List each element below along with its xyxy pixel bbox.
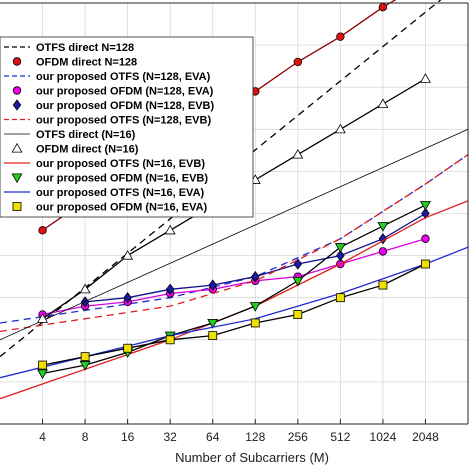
data-point [378,247,388,256]
legend-label: our proposed OFDM (N=16, EVB) [36,173,208,185]
legend-entry: our proposed OTFS (N=128, EVA) [4,71,211,83]
data-point [123,292,132,304]
data-point [421,234,430,243]
data-point [421,207,430,220]
axes: 4 8 16 32 64 128 256 512 1024 2048 [0,2,469,444]
data-point [334,123,346,134]
data-point [249,302,261,312]
legend-entry: OFDM direct (N=16) [11,142,139,156]
series-11 [0,246,469,379]
data-point [122,249,134,260]
legend-label: OTFS direct (N=16) [36,129,136,141]
data-point [164,224,176,235]
data-point [292,276,304,287]
data-point [79,361,91,371]
x-tick-label: 512 [330,430,350,444]
legend-marker [12,99,22,111]
legend-marker [12,202,22,211]
legend-label: OTFS direct N=128 [36,42,134,54]
x-tick-label: 1024 [370,430,397,444]
data-point [208,279,217,291]
data-point [207,318,219,329]
data-point [378,3,388,12]
legend-marker [12,57,22,66]
legend-label: our proposed OTFS (N=16, EVA) [36,187,205,199]
data-point [165,335,175,345]
legend-label: our proposed OFDM (N=128, EVB) [36,100,214,112]
x-tick-label: 128 [245,430,265,444]
data-point [251,270,260,283]
x-tick-label: 64 [206,430,220,444]
legend-entry: OTFS direct N=128 [4,42,134,54]
legend-label: OFDM direct (N=16) [36,144,139,156]
data-point [336,32,345,41]
legend-entry: our proposed OFDM (N=16, EVB) [11,173,208,185]
legend-label: our proposed OFDM (N=128, EVA) [36,86,214,98]
data-point [293,57,303,67]
data-point [377,222,389,232]
data-point [79,283,91,294]
series-line [0,128,469,341]
series-line [42,263,426,366]
legend-label: our proposed OFDM (N=16, EVA) [36,202,208,214]
series-12 [38,259,430,370]
data-point [378,280,388,290]
legend-entry: OFDM direct N=128 [12,57,137,69]
data-point [37,313,49,323]
data-point [421,259,430,269]
data-point [419,73,431,83]
data-point [334,243,346,253]
x-axis-label: Number of Subcarriers (M) [175,450,329,465]
data-point [250,318,260,328]
data-point [293,310,303,319]
data-point [293,258,303,270]
x-tick-label: 2048 [412,430,439,444]
legend-box [0,36,254,218]
series-line [0,154,469,324]
data-point [336,249,345,262]
x-tick-label: 16 [121,430,135,444]
legend-label: our proposed OTFS (N=128, EVB) [36,115,211,127]
data-point [165,283,175,295]
data-point [208,331,218,340]
legend-entry: our proposed OFDM (N=128, EVA) [12,86,214,98]
legend-marker [11,173,23,184]
data-point [292,148,304,159]
legend-entry: OTFS direct (N=16) [4,129,136,141]
data-point [80,352,90,362]
data-point [419,201,431,211]
x-tick-label: 256 [288,430,308,444]
data-point [38,226,47,235]
x-tick-label: 4 [39,430,46,444]
legend-entry: our proposed OFDM (N=16, EVA) [12,202,208,214]
data-point [38,360,47,370]
legend-entry: our proposed OTFS (N=128, EVB) [4,115,211,127]
legend-label: OFDM direct N=128 [36,57,137,69]
data-point [377,98,389,109]
legend: OTFS direct N=128 OFDM direct N=128 our pr… [0,36,254,218]
series-7 [0,128,469,341]
series-line [42,204,426,375]
legend-label: our proposed OTFS (N=16, EVB) [36,158,205,170]
legend-marker [11,142,23,153]
series-line [42,238,426,316]
legend-entry: our proposed OTFS (N=16, EVB) [4,158,205,170]
legend-label: our proposed OTFS (N=128, EVA) [36,71,211,83]
data-point [335,293,345,303]
legend-entry: our proposed OTFS (N=16, EVA) [4,187,205,199]
legend-entry: our proposed OFDM (N=128, EVB) [12,99,214,112]
data-point [37,369,49,380]
series-line [0,246,469,379]
legend-marker [12,86,22,95]
data-point [123,343,133,353]
x-tick-label: 8 [82,430,89,444]
x-tick-label: 32 [164,430,178,444]
series-3 [0,154,469,324]
